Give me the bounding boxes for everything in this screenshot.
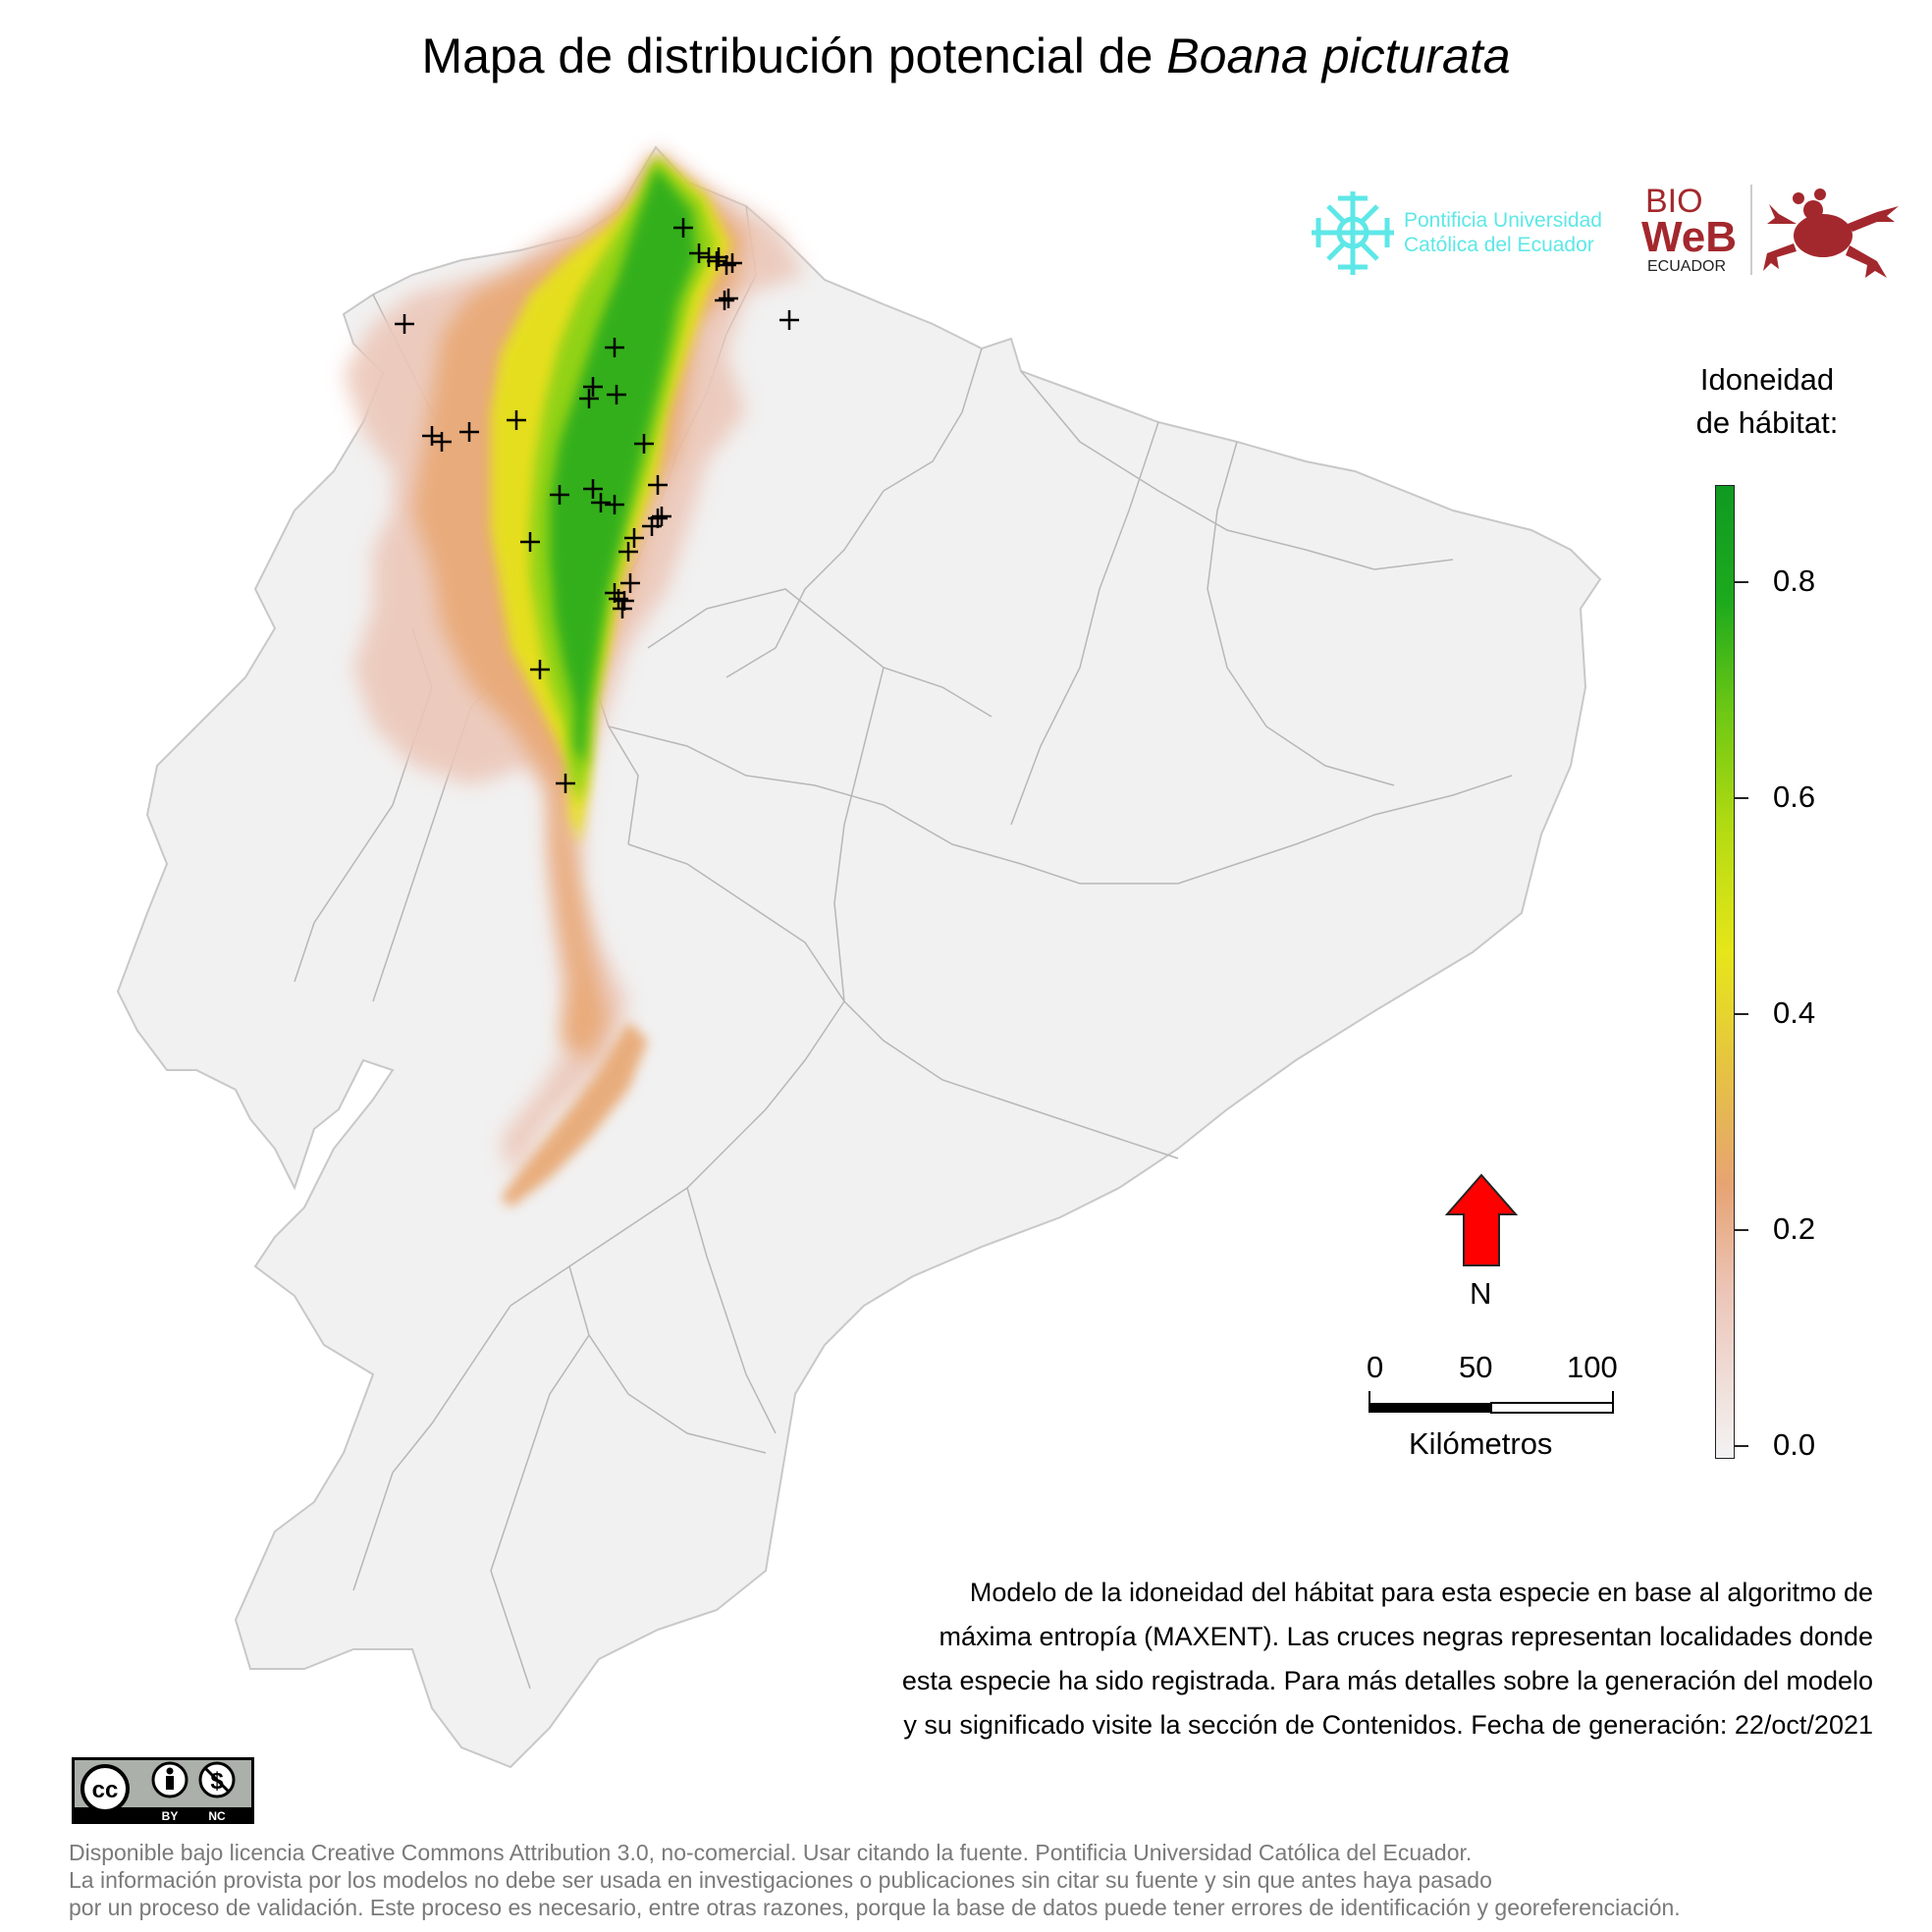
occurrence-marker bbox=[779, 310, 799, 330]
occurrence-marker bbox=[620, 573, 640, 593]
by-icon bbox=[151, 1761, 188, 1798]
occurrence-marker bbox=[605, 338, 624, 357]
occurrence-marker bbox=[615, 591, 634, 611]
legend-tick-label: 0.0 bbox=[1773, 1427, 1816, 1462]
occurrence-marker bbox=[605, 495, 624, 514]
occurrence-marker bbox=[719, 289, 738, 308]
puce-name: Pontificia Universidad Católica del Ecua… bbox=[1404, 208, 1602, 257]
scale-label-50: 50 bbox=[1459, 1350, 1493, 1384]
caption-line: Modelo de la idoneidad del hábitat para … bbox=[969, 1578, 1873, 1607]
legend-title-line2: de hábitat: bbox=[1695, 405, 1839, 440]
occurrence-marker bbox=[607, 385, 626, 404]
occurrence-marker bbox=[579, 389, 599, 408]
occurrence-marker bbox=[613, 599, 632, 618]
cc-license-badge: cc $ BY NC bbox=[72, 1757, 254, 1824]
bioweb-logo: BIO WeB ECUADOR bbox=[1641, 183, 1906, 283]
occurrence-marker bbox=[709, 247, 728, 267]
occurrence-marker bbox=[583, 377, 603, 397]
scale-bar: 0 50 100 Kilómetros bbox=[1365, 1350, 1620, 1461]
bioweb-bio-text: BIO bbox=[1645, 185, 1703, 220]
map-title: Mapa de distribución potencial de Boana … bbox=[0, 22, 1932, 90]
occurrence-marker bbox=[707, 251, 726, 271]
legend-tick-label: 0.6 bbox=[1773, 779, 1816, 814]
title-prefix: Mapa de distribución potencial de bbox=[421, 28, 1167, 83]
occurrence-marker bbox=[530, 660, 550, 679]
map-caption: Modelo de la idoneidad del hábitat para … bbox=[695, 1571, 1873, 1747]
legend-title-line1: Idoneidad bbox=[1699, 362, 1835, 397]
north-arrow-icon bbox=[1445, 1173, 1518, 1266]
puce-line2: Católica del Ecuador bbox=[1404, 234, 1594, 256]
country-shape bbox=[116, 145, 1602, 1769]
occurrence-marker bbox=[652, 507, 671, 526]
puce-logo: Pontificia Universidad Católica del Ecua… bbox=[1309, 187, 1633, 280]
nc-icon: $ bbox=[198, 1761, 236, 1798]
occurrence-marker bbox=[507, 410, 526, 430]
legend-tick bbox=[1735, 1445, 1748, 1447]
legend-tick-label: 0.8 bbox=[1773, 564, 1816, 598]
occurrence-marker bbox=[520, 532, 540, 552]
caption-line: y su significado visite la sección de Co… bbox=[903, 1710, 1873, 1740]
legend-tick bbox=[1735, 581, 1748, 583]
color-bar bbox=[1715, 485, 1735, 1459]
occurrence-marker bbox=[634, 434, 654, 454]
legend-title: Idoneidad de hábitat: bbox=[1669, 358, 1865, 445]
legend-tick-label: 0.2 bbox=[1773, 1211, 1816, 1246]
occurrence-marker bbox=[723, 253, 742, 273]
scale-label-0: 0 bbox=[1367, 1350, 1384, 1384]
occurrence-marker bbox=[673, 218, 693, 238]
license-line: La información provista por los modelos … bbox=[69, 1867, 1492, 1893]
occurrence-marker bbox=[642, 516, 662, 536]
legend-tick bbox=[1735, 1229, 1748, 1231]
occurrence-marker bbox=[556, 774, 575, 793]
occurrence-marker bbox=[648, 475, 668, 495]
svg-text:BY: BY bbox=[162, 1809, 179, 1823]
habitat-suitability-layer bbox=[344, 147, 805, 1208]
puce-emblem-icon bbox=[1312, 191, 1394, 275]
frog-icon bbox=[1763, 188, 1899, 278]
scale-bar-graphic bbox=[1368, 1391, 1614, 1414]
caption-line: esta especie ha sido registrada. Para má… bbox=[901, 1666, 1873, 1695]
bioweb-ecuador-text: ECUADOR bbox=[1647, 258, 1726, 275]
occurrence-marker bbox=[624, 528, 644, 548]
svg-text:cc: cc bbox=[92, 1777, 119, 1803]
occurrence-marker bbox=[459, 422, 479, 442]
occurrence-marker bbox=[583, 479, 603, 499]
province-borders bbox=[294, 205, 1513, 1690]
occurrence-marker bbox=[395, 314, 414, 334]
scale-label-100: 100 bbox=[1567, 1350, 1618, 1384]
bioweb-web-text: WeB bbox=[1641, 213, 1737, 261]
species-name: Boana picturata bbox=[1166, 28, 1511, 83]
legend-tick bbox=[1735, 797, 1748, 799]
occurrence-marker bbox=[618, 542, 638, 562]
caption-line: máxima entropía (MAXENT). Las cruces neg… bbox=[939, 1622, 1873, 1651]
occurrence-markers bbox=[395, 218, 799, 793]
license-text: Disponible bajo licencia Creative Common… bbox=[69, 1839, 1914, 1921]
license-line: por un proceso de validación. Este proce… bbox=[69, 1895, 1681, 1920]
license-line: Disponible bajo licencia Creative Common… bbox=[69, 1840, 1473, 1865]
north-label: N bbox=[1470, 1276, 1492, 1311]
occurrence-marker bbox=[591, 493, 611, 512]
occurrence-marker bbox=[432, 432, 452, 452]
puce-line1: Pontificia Universidad bbox=[1404, 209, 1602, 232]
svg-text:NC: NC bbox=[208, 1809, 226, 1823]
legend-tick bbox=[1735, 1013, 1748, 1015]
occurrence-marker bbox=[689, 243, 709, 263]
scale-units: Kilómetros bbox=[1409, 1426, 1553, 1461]
occurrence-marker bbox=[715, 291, 734, 310]
legend-tick-label: 0.4 bbox=[1773, 995, 1816, 1030]
occurrence-marker bbox=[550, 485, 569, 505]
